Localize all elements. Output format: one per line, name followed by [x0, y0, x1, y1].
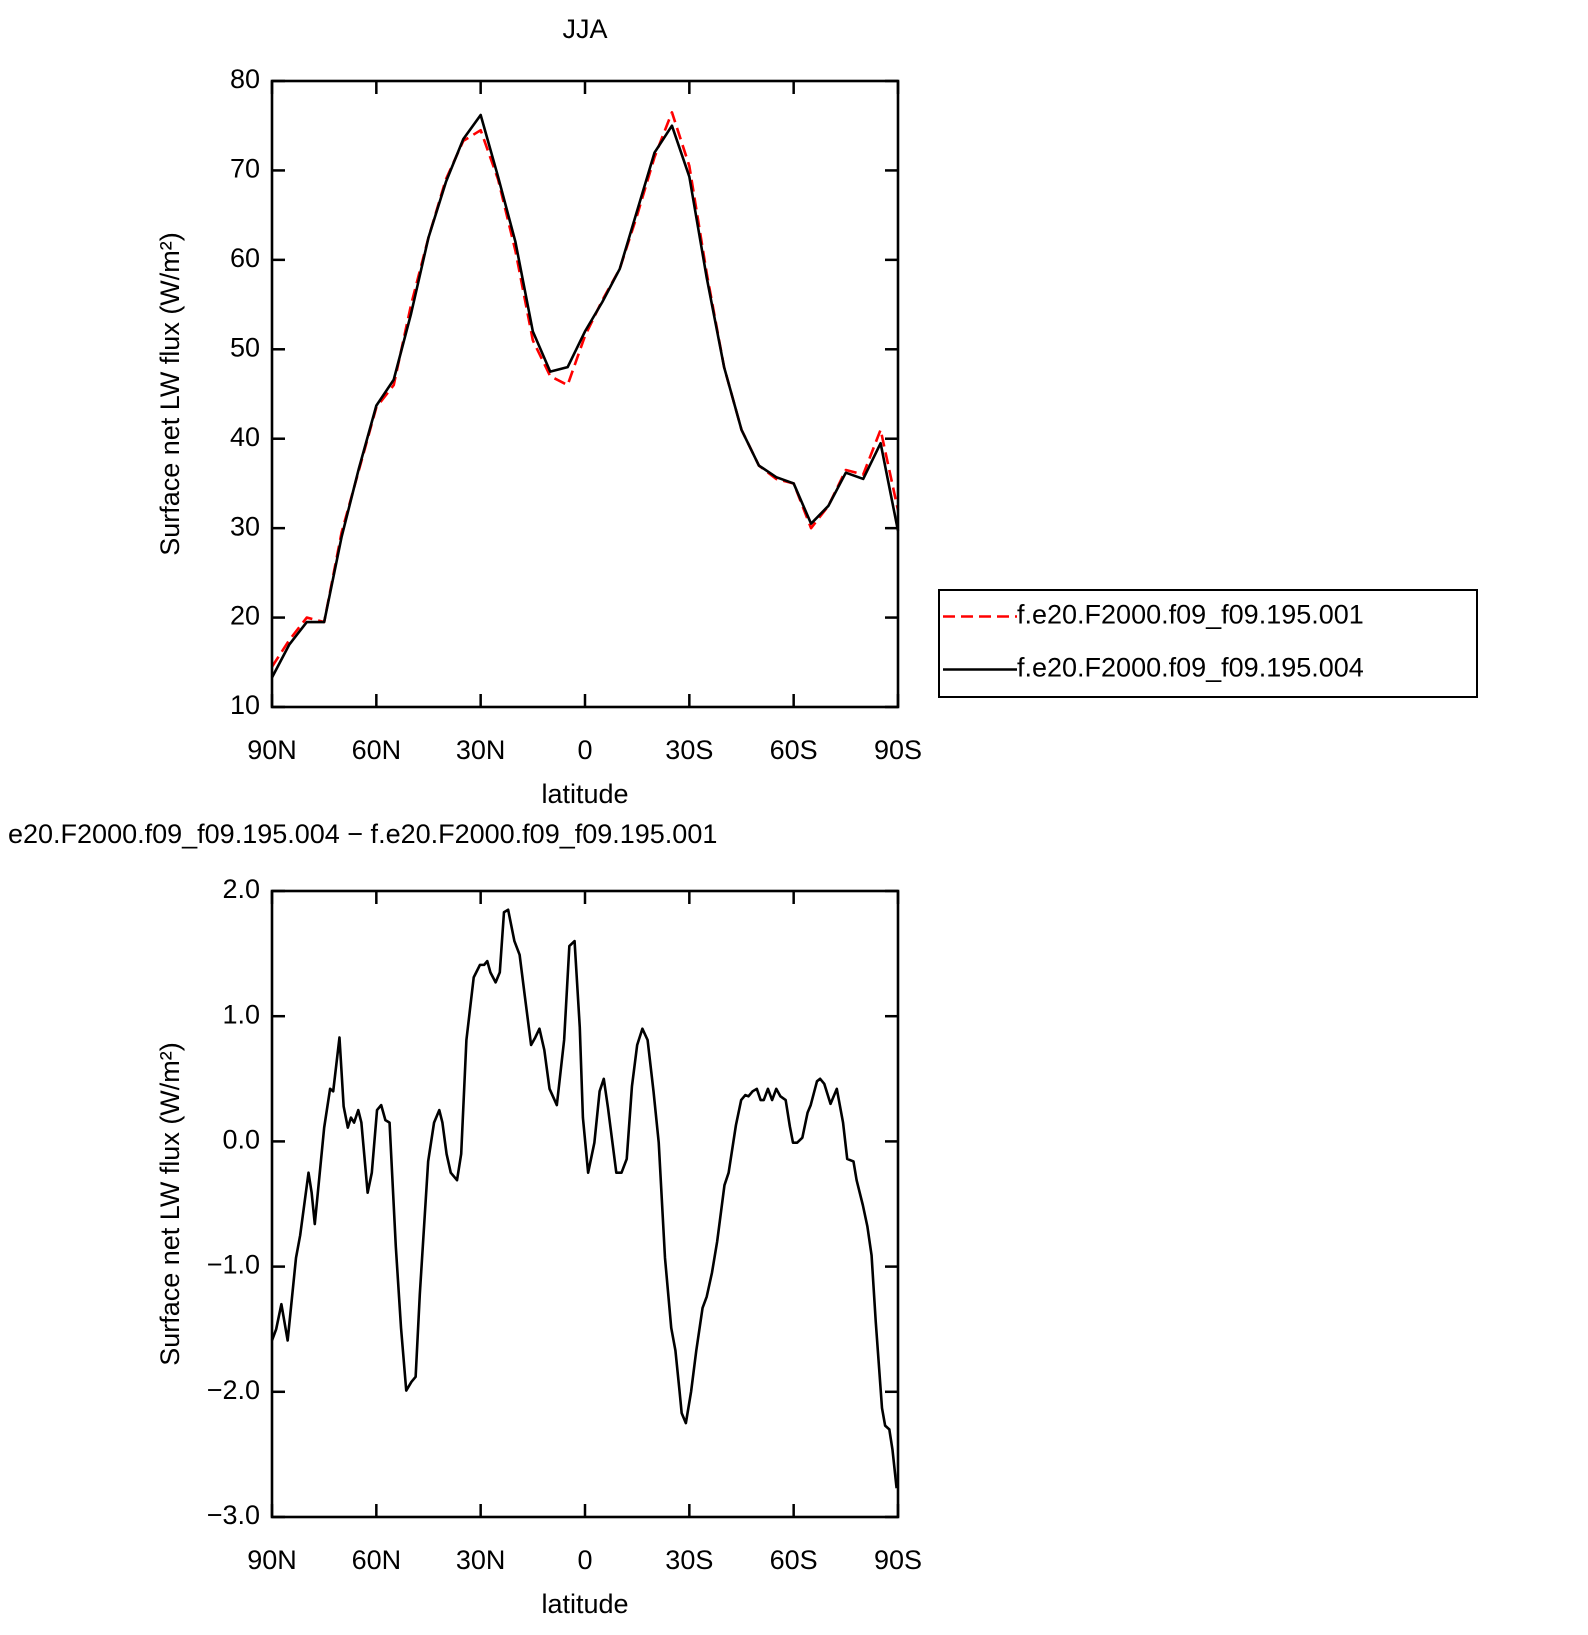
y-tick-label: −2.0	[207, 1375, 260, 1405]
y-axis-label: Surface net LW flux (W/m²)	[155, 1042, 185, 1366]
x-tick-label: 60S	[770, 1545, 818, 1575]
y-tick-label: 50	[230, 332, 260, 362]
chart-title: JJA	[562, 14, 607, 44]
x-tick-label: 60N	[352, 1545, 402, 1575]
y-tick-label: 60	[230, 243, 260, 273]
chart-title: e20.F2000.f09_f09.195.004 − f.e20.F2000.…	[8, 819, 717, 849]
y-tick-label: −3.0	[207, 1500, 260, 1530]
y-tick-label: 2.0	[222, 874, 260, 904]
y-tick-label: 80	[230, 64, 260, 94]
y-tick-label: −1.0	[207, 1250, 260, 1280]
legend-box	[938, 589, 1478, 698]
x-tick-label: 90N	[247, 735, 297, 765]
legend-label: f.e20.F2000.f09_f09.195.004	[1017, 653, 1364, 683]
x-tick-label: 90S	[874, 1545, 922, 1575]
plot-frame	[270, 79, 900, 709]
x-tick-label: 0	[577, 1545, 592, 1575]
y-tick-label: 30	[230, 511, 260, 541]
x-tick-label: 30N	[456, 1545, 506, 1575]
x-tick-label: 90S	[874, 735, 922, 765]
x-axis-label: latitude	[541, 779, 628, 809]
x-tick-label: 30S	[665, 735, 713, 765]
y-tick-label: 20	[230, 601, 260, 631]
x-axis-label: latitude	[541, 1589, 628, 1619]
x-tick-label: 30N	[456, 735, 506, 765]
x-tick-label: 30S	[665, 1545, 713, 1575]
y-tick-label: 40	[230, 422, 260, 452]
x-tick-label: 60N	[352, 735, 402, 765]
plot-frame	[270, 889, 900, 1519]
series-line	[270, 111, 900, 668]
x-tick-label: 0	[577, 735, 592, 765]
y-tick-label: 70	[230, 154, 260, 184]
data-line	[270, 908, 898, 1489]
y-tick-label: 0.0	[222, 1125, 260, 1155]
x-tick-label: 90N	[247, 1545, 297, 1575]
y-axis-label: Surface net LW flux (W/m²)	[155, 232, 185, 556]
y-tick-label: 1.0	[222, 999, 260, 1029]
x-tick-label: 60S	[770, 735, 818, 765]
legend-label: f.e20.F2000.f09_f09.195.001	[1017, 600, 1364, 630]
series-line	[270, 113, 900, 679]
y-tick-label: 10	[230, 690, 260, 720]
